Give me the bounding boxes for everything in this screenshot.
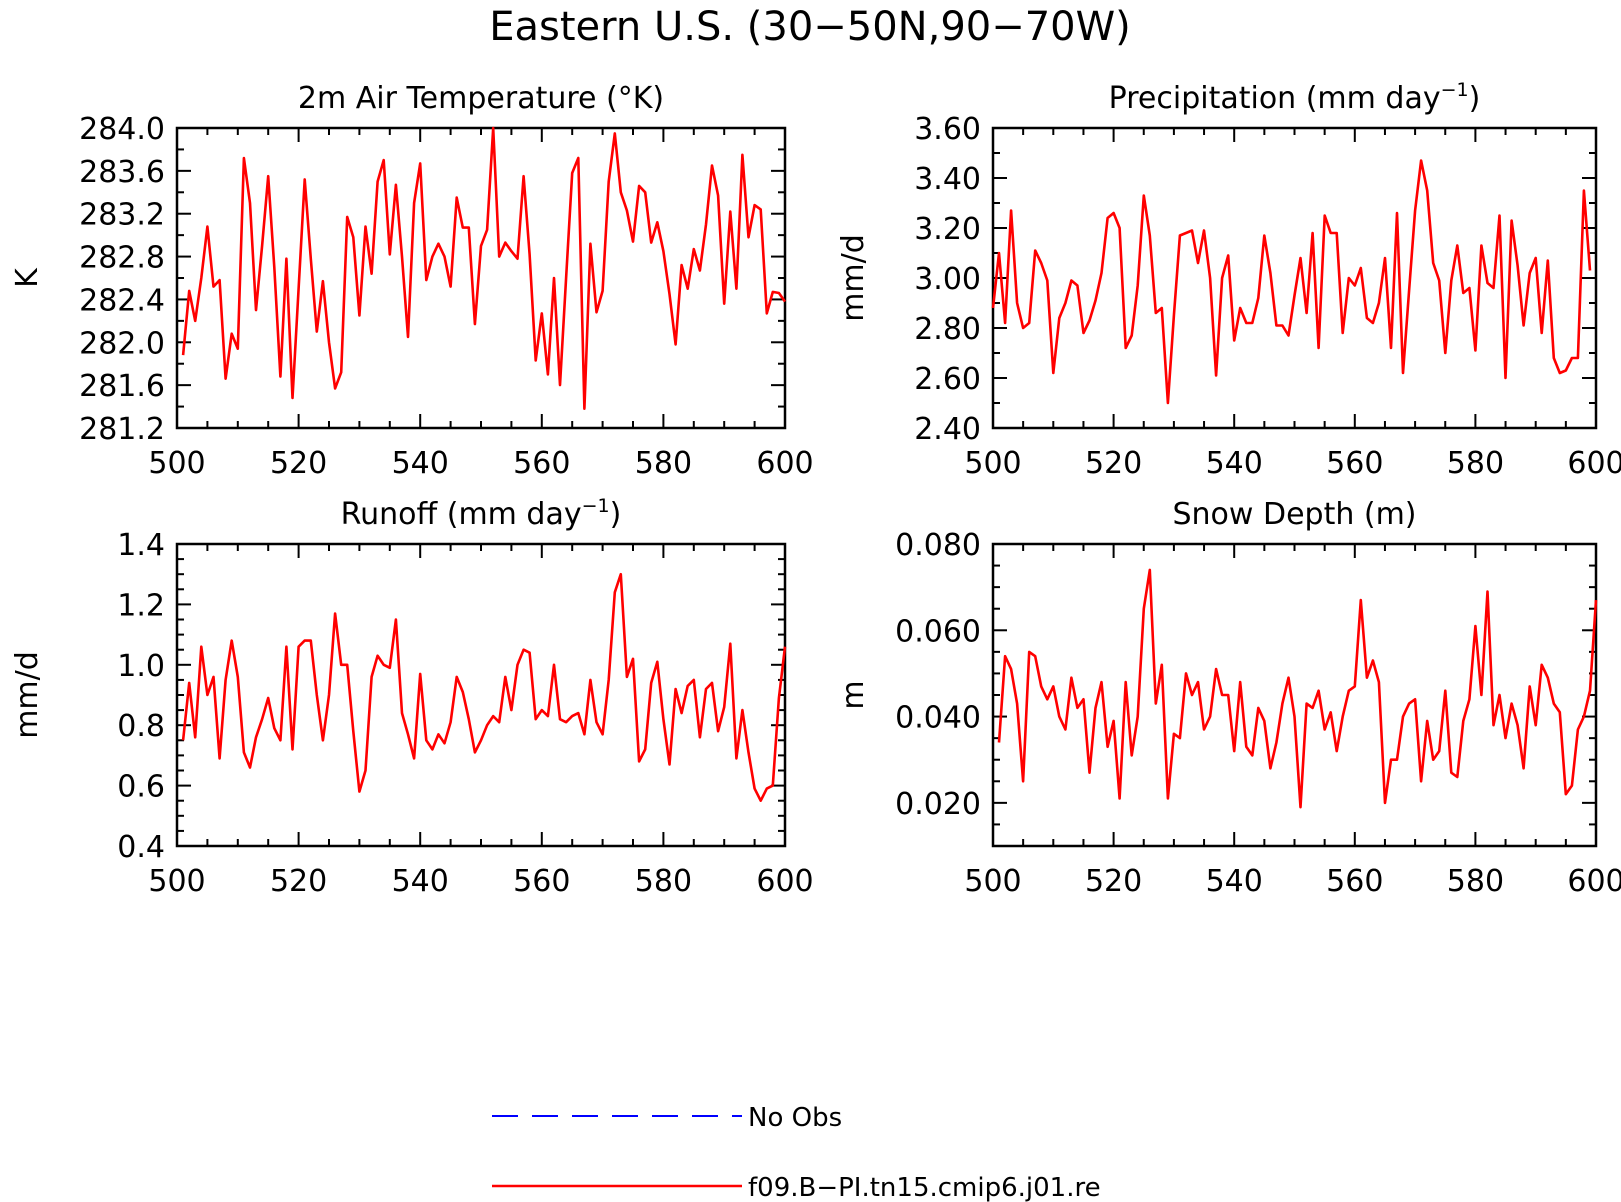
y-tick-label-runoff: 1.0 xyxy=(117,649,165,684)
x-tick-label-precipitation: 540 xyxy=(1206,446,1263,481)
x-tick-label-temperature: 600 xyxy=(756,446,813,481)
plot-frame-snow-depth xyxy=(991,542,1598,848)
legend-label-no-obs: No Obs xyxy=(748,1103,842,1133)
y-tick-label-temperature: 281.2 xyxy=(79,412,165,447)
y-tick-label-snow-depth: 0.040 xyxy=(895,701,981,736)
panel-temperature: 2m Air Temperature (°K) K 500 520 540 560 580 6… xyxy=(10,81,814,481)
x-tick-label-precipitation: 520 xyxy=(1085,446,1142,481)
y-tick-label-runoff: 0.8 xyxy=(117,709,165,744)
x-tick-label-runoff: 560 xyxy=(513,864,570,899)
y-axis-label-runoff: mm/d xyxy=(10,651,45,739)
y-tick-label-snow-depth: 0.020 xyxy=(895,787,981,822)
series-line-temperature xyxy=(181,126,787,411)
panel-snow-depth: Snow Depth (m) m 500 520 540 560 580 600 0.020 0.… xyxy=(836,497,1621,899)
series-line-snow-depth xyxy=(997,568,1598,809)
y-tick-label-runoff: 1.4 xyxy=(117,528,165,563)
y-tick-label-temperature: 282.4 xyxy=(79,283,165,318)
panel-title-snow-depth: Snow Depth (m) xyxy=(1172,497,1416,532)
x-tick-label-temperature: 560 xyxy=(513,446,570,481)
x-tick-label-runoff: 520 xyxy=(270,864,327,899)
x-tick-label-runoff: 580 xyxy=(635,864,692,899)
x-tick-label-runoff: 500 xyxy=(148,864,205,899)
x-tick-label-runoff: 600 xyxy=(756,864,813,899)
y-tick-label-precipitation: 3.00 xyxy=(914,262,981,297)
y-tick-label-runoff: 0.6 xyxy=(117,770,165,805)
x-tick-label-precipitation: 500 xyxy=(964,446,1021,481)
y-tick-label-temperature: 283.6 xyxy=(79,155,165,190)
y-tick-label-precipitation: 3.20 xyxy=(914,212,981,247)
y-axis-label-snow-depth: m xyxy=(836,680,871,709)
y-tick-label-precipitation: 2.60 xyxy=(914,362,981,397)
y-tick-label-snow-depth: 0.080 xyxy=(895,528,981,563)
y-tick-label-temperature: 282.8 xyxy=(79,241,165,276)
plot-frame-runoff xyxy=(175,542,787,848)
y-tick-label-precipitation: 2.40 xyxy=(914,412,981,447)
y-axis-label-precipitation: mm/d xyxy=(836,234,871,322)
series-line-runoff xyxy=(181,572,787,803)
y-tick-label-precipitation: 3.60 xyxy=(914,112,981,147)
y-tick-label-temperature: 282.0 xyxy=(79,326,165,361)
legend: No Obs f09.B−PI.tn15.cmip6.j01.re xyxy=(492,1103,1101,1202)
x-tick-label-snow-depth: 560 xyxy=(1326,864,1383,899)
x-tick-label-snow-depth: 580 xyxy=(1447,864,1504,899)
panel-title-temperature: 2m Air Temperature (°K) xyxy=(298,81,664,116)
panel-title-runoff: Runoff (mm day−1) xyxy=(341,495,622,532)
x-tick-label-snow-depth: 540 xyxy=(1206,864,1263,899)
x-tick-label-precipitation: 600 xyxy=(1567,446,1621,481)
y-tick-label-temperature: 281.6 xyxy=(79,369,165,404)
legend-label-model: f09.B−PI.tn15.cmip6.j01.re xyxy=(748,1173,1101,1202)
x-tick-label-temperature: 500 xyxy=(148,446,205,481)
y-tick-label-precipitation: 2.80 xyxy=(914,312,981,347)
panel-title-precipitation: Precipitation (mm day−1) xyxy=(1109,79,1481,116)
panels-group: 2m Air Temperature (°K) K 500 520 540 560 580 6… xyxy=(10,79,1621,899)
y-tick-label-snow-depth: 0.060 xyxy=(895,614,981,649)
x-tick-label-snow-depth: 600 xyxy=(1567,864,1621,899)
series-line-precipitation xyxy=(991,159,1592,405)
x-tick-label-snow-depth: 500 xyxy=(964,864,1021,899)
y-tick-label-runoff: 0.4 xyxy=(117,830,165,865)
figure-title: Eastern U.S. (30−50N,90−70W) xyxy=(489,4,1131,50)
y-tick-label-temperature: 283.2 xyxy=(79,198,165,233)
y-tick-label-temperature: 284.0 xyxy=(79,112,165,147)
y-tick-label-precipitation: 3.40 xyxy=(914,162,981,197)
plot-frame-temperature xyxy=(175,126,787,430)
x-tick-label-precipitation: 580 xyxy=(1447,446,1504,481)
panel-precipitation: Precipitation (mm day−1) mm/d 500 520 540 560… xyxy=(836,79,1621,481)
x-tick-label-snow-depth: 520 xyxy=(1085,864,1142,899)
plot-frame-precipitation xyxy=(991,126,1598,430)
panel-runoff: Runoff (mm day−1) mm/d 500 520 540 560 580 600 0… xyxy=(10,495,814,899)
x-tick-label-temperature: 520 xyxy=(270,446,327,481)
y-tick-label-runoff: 1.2 xyxy=(117,588,165,623)
x-tick-label-temperature: 580 xyxy=(635,446,692,481)
x-tick-label-precipitation: 560 xyxy=(1326,446,1383,481)
x-tick-label-runoff: 540 xyxy=(392,864,449,899)
x-tick-label-temperature: 540 xyxy=(392,446,449,481)
y-axis-label-temperature: K xyxy=(10,267,45,288)
